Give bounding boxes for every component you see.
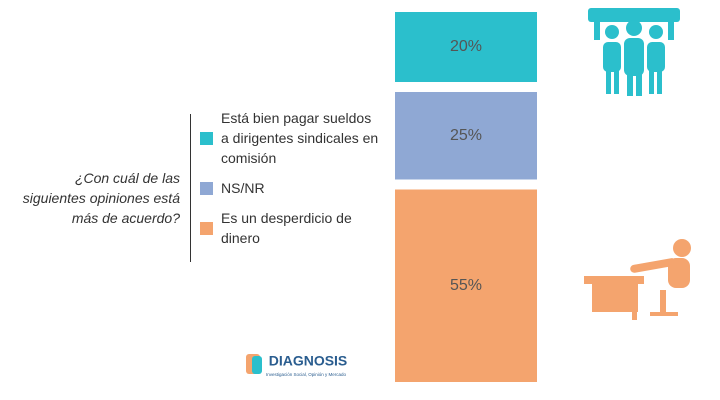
legend-label: Es un desperdicio de dinero	[221, 210, 352, 246]
legend-item: Es un desperdicio de dinero	[200, 208, 380, 248]
value-label: 20%	[450, 38, 482, 55]
crowd-icon	[588, 8, 680, 96]
desk-icon	[584, 239, 691, 320]
legend-item: NS/NR	[200, 178, 380, 198]
bar-segment	[395, 12, 537, 82]
legend: Está bien pagar sueldos a dirigentes sin…	[200, 108, 380, 258]
value-label: 55%	[450, 277, 482, 294]
legend-swatch	[200, 131, 213, 145]
logo-name: DIAGNOSIS	[269, 353, 348, 369]
legend-item: Está bien pagar sueldos a dirigentes sin…	[200, 108, 380, 168]
bar-segment	[395, 189, 537, 382]
logo-mark	[246, 354, 262, 374]
question: ¿Con cuál de las siguientes opiniones es…	[22, 170, 180, 226]
legend-swatch	[200, 221, 213, 235]
divider	[190, 114, 191, 262]
legend-label: NS/NR	[221, 180, 265, 196]
legend-label: Está bien pagar sueldos a dirigentes sin…	[221, 110, 379, 166]
logo-tagline: Investigación Social, Opinión y Mercado	[266, 372, 347, 377]
value-label: 25%	[450, 127, 482, 144]
legend-swatch	[200, 181, 213, 195]
bar-segment	[395, 92, 537, 180]
